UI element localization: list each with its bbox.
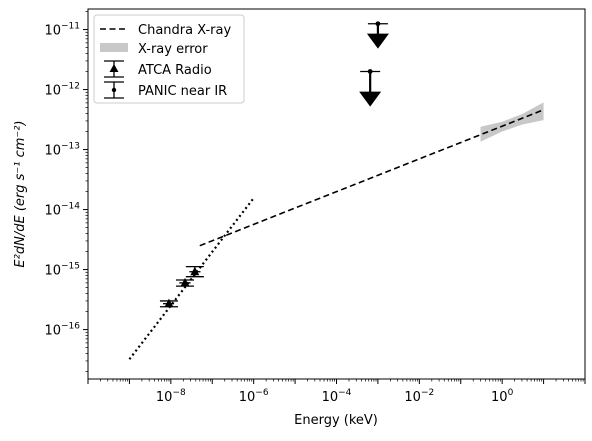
x-tick-label: 10−4 (322, 388, 352, 405)
x-axis-ticks: 10−8 10−6 10−4 10−2 100 (87, 379, 586, 405)
y-tick-label: 10−14 (44, 202, 80, 219)
x-axis-label: Energy (keV) (294, 413, 378, 428)
legend-frame (93, 14, 245, 104)
plot-area (128, 21, 544, 360)
legend: Chandra X-ray X-ray error ATCA Radio PAN… (93, 14, 245, 104)
atca-point-2 (176, 277, 195, 287)
x-tick-label: 10−6 (239, 388, 269, 405)
triangle-errorbar-icon (104, 60, 124, 78)
legend-label-panic: PANIC near IR (138, 84, 227, 99)
y-tick-label: 10−12 (44, 82, 80, 99)
panic-upper-limit-1 (366, 21, 389, 49)
x-tick-label: 10−2 (404, 388, 434, 405)
gray-band-icon (100, 43, 128, 52)
y-tick-label: 10−15 (44, 262, 80, 279)
chandra-xray-line (199, 109, 544, 247)
panic-near-ir-upper-limits (359, 21, 389, 107)
panic-upper-limit-2 (359, 69, 382, 107)
legend-label-atca: ATCA Radio (138, 63, 212, 78)
radio-extrapolation-dotted-line (128, 197, 255, 360)
x-tick-label: 10−8 (156, 388, 186, 405)
y-tick-label: 10−16 (44, 322, 80, 339)
legend-label-xray-error: X-ray error (138, 42, 208, 57)
x-tick-label: 100 (491, 388, 514, 405)
legend-label-chandra: Chandra X-ray (138, 23, 231, 38)
y-tick-label: 10−11 (44, 22, 80, 39)
atca-radio-points (159, 265, 204, 308)
atca-point-1 (159, 298, 178, 308)
atca-point-3 (185, 265, 204, 278)
y-axis-ticks: 10−16 10−15 10−14 10−13 10−12 10−11 (44, 11, 88, 372)
y-tick-label: 10−13 (44, 142, 80, 159)
dot-errorbar-icon (104, 81, 124, 99)
y-axis-label: E²dN/dE (erg s⁻¹ cm⁻²) (13, 120, 28, 267)
